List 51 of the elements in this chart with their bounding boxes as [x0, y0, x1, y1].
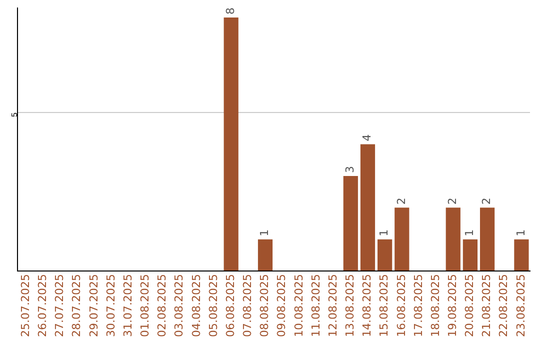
bar	[394, 208, 410, 271]
x-tick-label: 29.07.2025	[87, 274, 100, 338]
x-tick-label: 21.08.2025	[480, 274, 494, 338]
bar	[378, 239, 392, 271]
bar	[462, 239, 478, 271]
x-tick-label: 20.08.2025	[463, 274, 476, 338]
x-tick-label: 02.08.2025	[156, 274, 169, 338]
bar	[360, 144, 376, 271]
x-tick-label: 14.08.2025	[360, 274, 374, 338]
x-tick-label: 05.08.2025	[206, 274, 220, 338]
x-tick-label: 10.08.2025	[292, 274, 306, 338]
bar	[514, 239, 529, 271]
x-tick-label: 28.07.2025	[70, 274, 84, 338]
x-tick-label: 15.08.2025	[378, 274, 391, 338]
bar	[343, 176, 358, 271]
x-tick-label: 27.07.2025	[53, 274, 66, 338]
data-label: 1	[463, 229, 476, 236]
x-tick-label: 30.07.2025	[104, 274, 118, 338]
x-tick-label: 17.08.2025	[412, 274, 425, 338]
x-tick-label: 18.08.2025	[428, 274, 442, 338]
data-label: 1	[514, 229, 528, 236]
data-label: 1	[258, 229, 272, 236]
bar	[480, 208, 495, 271]
x-tick-label: 23.08.2025	[514, 274, 528, 338]
data-label: 8	[224, 8, 237, 15]
bar	[224, 18, 238, 271]
bar	[258, 239, 273, 271]
bar	[446, 208, 460, 271]
x-tick-label: 16.08.2025	[394, 274, 408, 338]
x-tick-label: 06.08.2025	[224, 274, 237, 338]
data-label: 2	[394, 198, 408, 205]
x-tick-label: 04.08.2025	[190, 274, 203, 338]
data-label: 1	[378, 229, 391, 236]
x-tick-label: 03.08.2025	[172, 274, 186, 338]
y-tick-label: 5	[10, 112, 19, 118]
x-tick-label: 11.08.2025	[309, 274, 322, 338]
data-label: 2	[480, 198, 494, 205]
x-tick-label: 19.08.2025	[446, 274, 459, 338]
data-label: 3	[344, 166, 357, 173]
x-tick-label: 22.08.2025	[497, 274, 510, 338]
x-tick-label: 26.07.2025	[36, 274, 50, 338]
x-tick-label: 13.08.2025	[344, 274, 357, 338]
x-tick-label: 09.08.2025	[275, 274, 288, 338]
x-tick-label: 01.08.2025	[138, 274, 152, 338]
x-tick-label: 25.07.2025	[19, 274, 32, 338]
x-tick-label: 31.07.2025	[121, 274, 134, 338]
x-tick-label: 08.08.2025	[258, 274, 272, 338]
x-tick-label: 07.08.2025	[241, 274, 254, 338]
x-tick-label: 12.08.2025	[326, 274, 340, 338]
data-label: 2	[446, 198, 459, 205]
data-label: 4	[360, 134, 374, 142]
